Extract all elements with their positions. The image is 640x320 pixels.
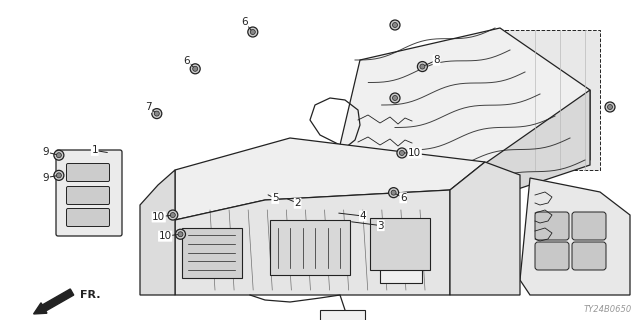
- Circle shape: [248, 27, 258, 37]
- Polygon shape: [140, 170, 175, 295]
- Bar: [320, 310, 365, 320]
- Text: 10: 10: [408, 148, 421, 158]
- Bar: [270, 220, 350, 275]
- Circle shape: [391, 190, 396, 195]
- Text: 1: 1: [92, 145, 98, 156]
- Text: 10: 10: [152, 212, 165, 222]
- Text: TY24B0650: TY24B0650: [584, 305, 632, 314]
- Text: 5: 5: [272, 193, 278, 204]
- Polygon shape: [340, 28, 590, 195]
- Text: FR.: FR.: [80, 290, 100, 300]
- Text: 6: 6: [184, 56, 190, 66]
- FancyBboxPatch shape: [67, 164, 109, 181]
- Circle shape: [170, 212, 175, 218]
- Circle shape: [392, 95, 397, 100]
- Circle shape: [154, 111, 159, 116]
- Circle shape: [392, 22, 397, 28]
- Circle shape: [388, 188, 399, 198]
- Polygon shape: [505, 30, 600, 170]
- Circle shape: [190, 64, 200, 74]
- Circle shape: [178, 232, 183, 237]
- Polygon shape: [450, 162, 520, 295]
- Text: 4: 4: [360, 211, 366, 221]
- Text: 2: 2: [294, 198, 301, 208]
- Circle shape: [250, 29, 255, 35]
- Circle shape: [390, 20, 400, 30]
- Bar: [380, 255, 422, 283]
- Circle shape: [56, 173, 61, 178]
- Bar: [370, 218, 430, 270]
- Polygon shape: [175, 190, 450, 295]
- Circle shape: [54, 150, 64, 160]
- Text: 9: 9: [43, 172, 49, 183]
- FancyBboxPatch shape: [67, 209, 109, 227]
- Circle shape: [605, 102, 615, 112]
- Circle shape: [607, 105, 612, 109]
- FancyBboxPatch shape: [572, 242, 606, 270]
- Polygon shape: [340, 145, 440, 250]
- Text: 7: 7: [145, 102, 152, 112]
- FancyBboxPatch shape: [67, 187, 109, 204]
- Polygon shape: [175, 138, 485, 220]
- Text: 6: 6: [241, 17, 248, 28]
- FancyBboxPatch shape: [56, 150, 122, 236]
- Circle shape: [397, 148, 407, 158]
- Circle shape: [420, 64, 425, 69]
- Circle shape: [152, 108, 162, 119]
- Circle shape: [390, 93, 400, 103]
- Text: 8: 8: [433, 55, 440, 65]
- Bar: [182, 228, 242, 278]
- FancyBboxPatch shape: [535, 242, 569, 270]
- Text: 6: 6: [400, 193, 406, 203]
- Circle shape: [399, 150, 404, 156]
- FancyBboxPatch shape: [535, 212, 569, 240]
- Text: 3: 3: [378, 220, 384, 231]
- Circle shape: [175, 229, 186, 239]
- Circle shape: [193, 66, 198, 71]
- Circle shape: [56, 153, 61, 158]
- Polygon shape: [440, 90, 590, 215]
- FancyArrow shape: [33, 289, 74, 314]
- Circle shape: [417, 61, 428, 72]
- Text: 9: 9: [43, 147, 49, 157]
- FancyBboxPatch shape: [572, 212, 606, 240]
- Text: 10: 10: [159, 231, 172, 241]
- Polygon shape: [520, 178, 630, 295]
- Circle shape: [168, 210, 178, 220]
- Circle shape: [54, 170, 64, 180]
